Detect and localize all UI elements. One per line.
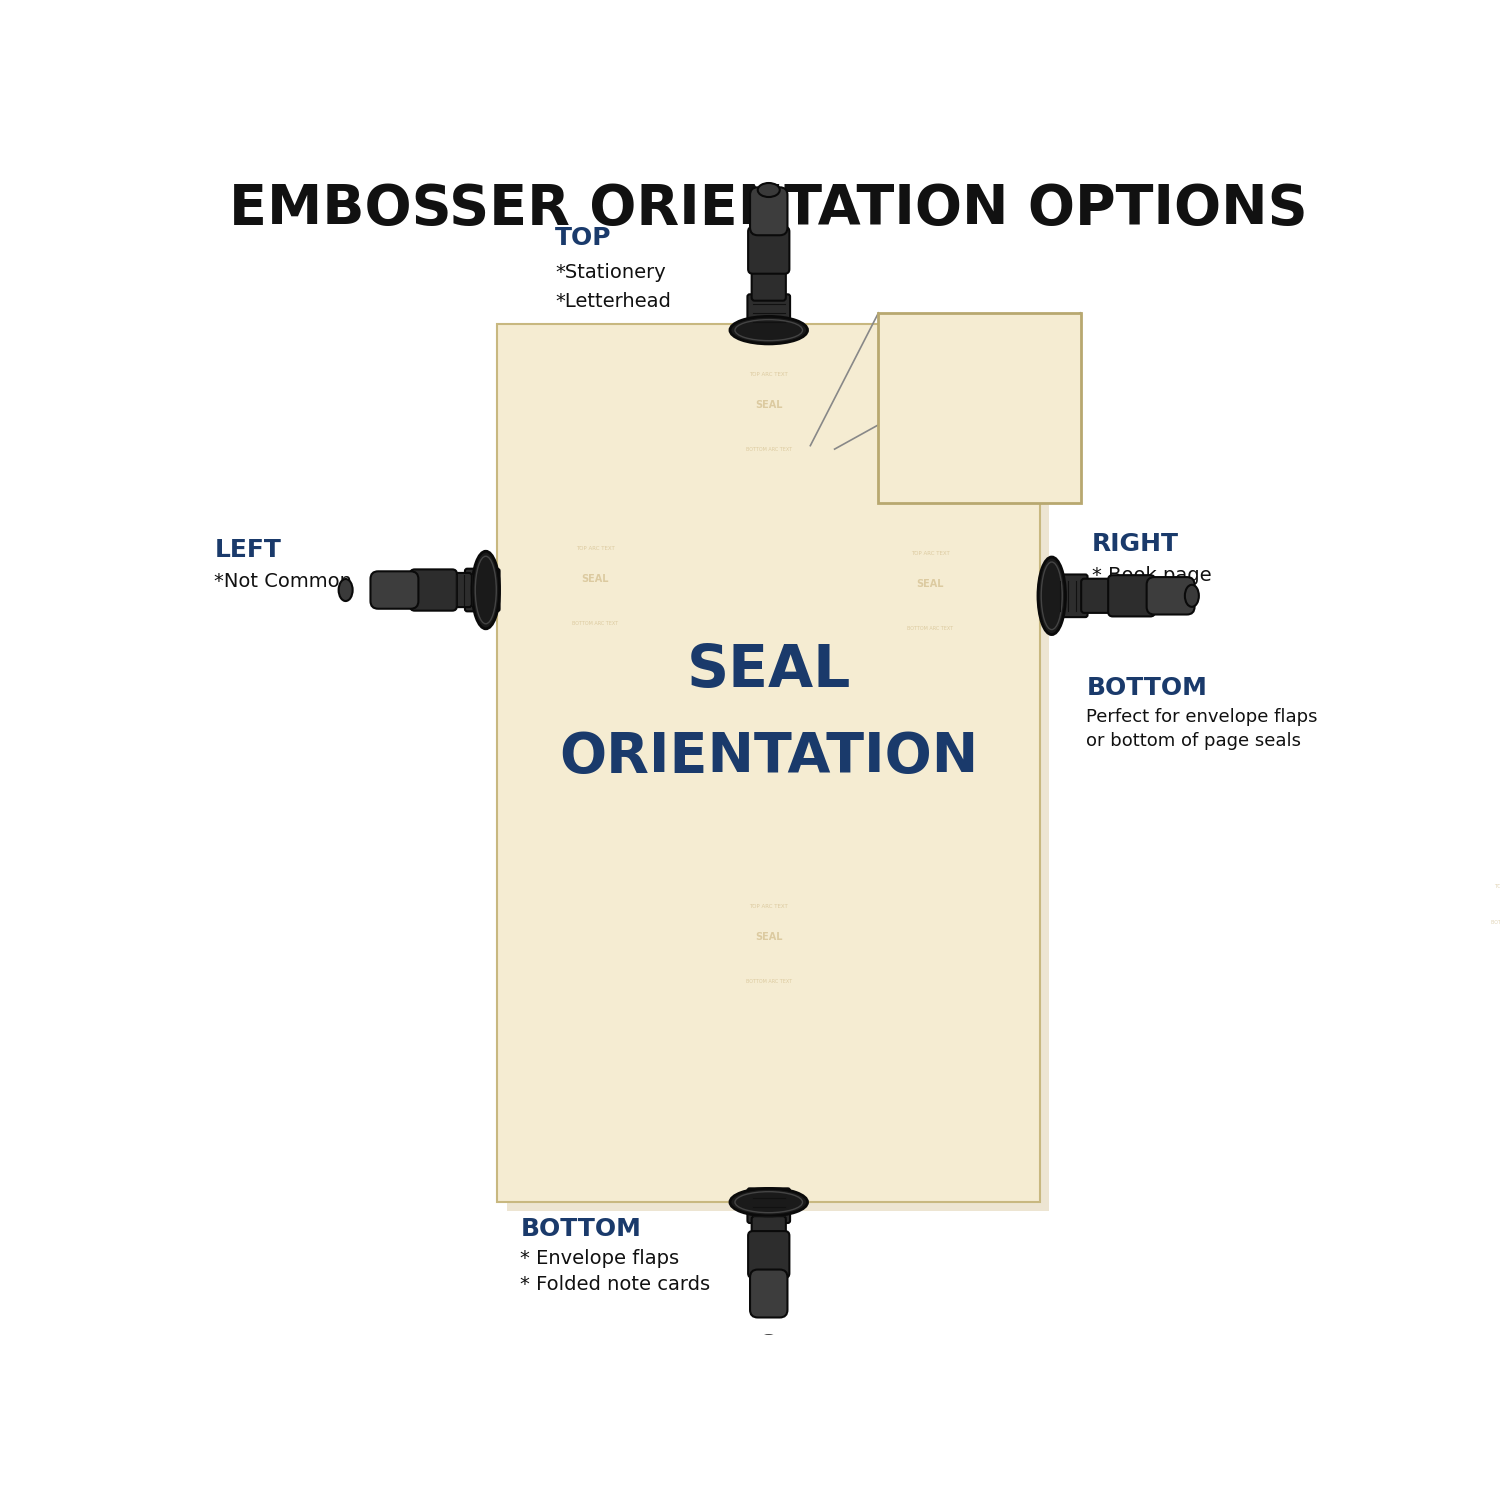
- FancyBboxPatch shape: [1082, 579, 1114, 614]
- Text: * Envelope flaps: * Envelope flaps: [520, 1250, 680, 1269]
- Ellipse shape: [730, 1188, 807, 1216]
- Text: SEAL: SEAL: [582, 573, 609, 584]
- Text: *Letterhead: *Letterhead: [555, 292, 670, 310]
- Text: BOTTOM ARC TEXT: BOTTOM ARC TEXT: [573, 621, 618, 626]
- Text: TOP ARC TEXT: TOP ARC TEXT: [576, 546, 615, 550]
- Ellipse shape: [1474, 934, 1500, 962]
- Ellipse shape: [1185, 585, 1198, 608]
- FancyBboxPatch shape: [498, 324, 1040, 1202]
- Ellipse shape: [730, 316, 807, 344]
- FancyBboxPatch shape: [370, 572, 419, 609]
- FancyBboxPatch shape: [748, 1232, 789, 1278]
- FancyBboxPatch shape: [1376, 847, 1500, 1048]
- Ellipse shape: [758, 1335, 780, 1350]
- FancyBboxPatch shape: [747, 294, 790, 328]
- Text: * Folded note cards: * Folded note cards: [520, 1275, 711, 1293]
- Text: BOTTOM ARC TEXT: BOTTOM ARC TEXT: [908, 627, 954, 632]
- FancyBboxPatch shape: [1492, 912, 1500, 946]
- Circle shape: [704, 345, 834, 477]
- Text: TOP ARC TEXT: TOP ARC TEXT: [910, 552, 950, 556]
- Text: TOP ARC TEXT: TOP ARC TEXT: [750, 372, 788, 378]
- Ellipse shape: [339, 579, 352, 602]
- FancyBboxPatch shape: [1108, 574, 1155, 616]
- FancyBboxPatch shape: [1492, 844, 1500, 891]
- Ellipse shape: [472, 550, 500, 628]
- FancyBboxPatch shape: [1496, 806, 1500, 853]
- Text: BOTTOM ARC TEXT: BOTTOM ARC TEXT: [746, 978, 792, 984]
- Ellipse shape: [758, 183, 780, 196]
- FancyBboxPatch shape: [1497, 885, 1500, 918]
- FancyBboxPatch shape: [750, 1269, 788, 1317]
- Text: or bottom of page seals: or bottom of page seals: [1086, 732, 1302, 750]
- Text: TOP ARC TEXT: TOP ARC TEXT: [1494, 884, 1500, 890]
- Text: * Book page: * Book page: [1092, 566, 1212, 585]
- Circle shape: [1482, 871, 1500, 934]
- FancyBboxPatch shape: [1053, 574, 1088, 616]
- Text: TOP ARC TEXT: TOP ARC TEXT: [750, 904, 788, 909]
- FancyBboxPatch shape: [1146, 578, 1194, 615]
- Text: BOTTOM ARC TEXT: BOTTOM ARC TEXT: [746, 447, 792, 453]
- Circle shape: [864, 524, 996, 656]
- Text: EMBOSSER ORIENTATION OPTIONS: EMBOSSER ORIENTATION OPTIONS: [230, 182, 1308, 236]
- FancyBboxPatch shape: [747, 1188, 790, 1222]
- Text: BOTTOM: BOTTOM: [1086, 676, 1208, 700]
- Text: SEAL: SEAL: [916, 579, 944, 590]
- FancyBboxPatch shape: [750, 188, 788, 236]
- Text: BOTTOM: BOTTOM: [520, 1216, 642, 1240]
- Text: BOTTOM ARC TEXT: BOTTOM ARC TEXT: [944, 450, 1016, 459]
- Polygon shape: [1376, 847, 1500, 948]
- FancyBboxPatch shape: [752, 1216, 786, 1249]
- Text: BOTTOM ARC TEXT: BOTTOM ARC TEXT: [1491, 920, 1500, 924]
- Circle shape: [704, 876, 834, 1008]
- Text: TOP: TOP: [555, 226, 612, 251]
- Ellipse shape: [1038, 556, 1065, 634]
- FancyBboxPatch shape: [465, 568, 500, 612]
- Text: ORIENTATION: ORIENTATION: [560, 730, 978, 784]
- Text: TOP ARC TEXT: TOP ARC TEXT: [950, 360, 1010, 369]
- FancyBboxPatch shape: [752, 267, 786, 300]
- Text: SEAL: SEAL: [754, 932, 783, 942]
- Text: SEAL: SEAL: [687, 642, 850, 699]
- Circle shape: [900, 328, 1059, 488]
- Text: *Stationery: *Stationery: [555, 262, 666, 282]
- FancyBboxPatch shape: [507, 333, 1050, 1212]
- FancyBboxPatch shape: [879, 314, 1080, 504]
- Text: *Not Common: *Not Common: [214, 573, 352, 591]
- FancyBboxPatch shape: [438, 573, 472, 608]
- Text: SEAL: SEAL: [954, 393, 1005, 411]
- Text: LEFT: LEFT: [214, 537, 280, 561]
- Text: Perfect for envelope flaps: Perfect for envelope flaps: [1086, 708, 1318, 726]
- Text: SEAL: SEAL: [754, 400, 783, 411]
- Circle shape: [530, 519, 662, 650]
- Text: RIGHT: RIGHT: [1092, 532, 1179, 556]
- FancyBboxPatch shape: [748, 226, 789, 273]
- FancyBboxPatch shape: [410, 570, 458, 610]
